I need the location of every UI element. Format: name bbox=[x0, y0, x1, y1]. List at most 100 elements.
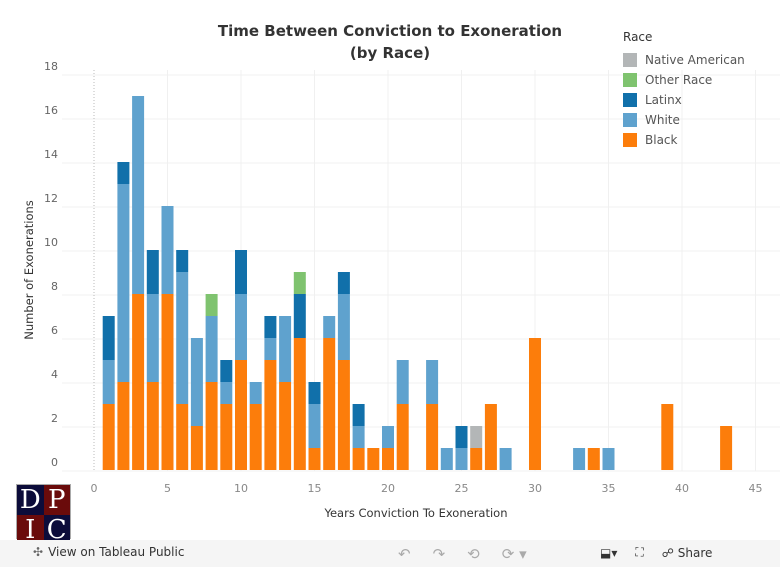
legend-swatch bbox=[623, 133, 637, 147]
legend-swatch bbox=[623, 53, 637, 67]
bar-segment-other-race bbox=[205, 294, 218, 316]
logo-d: D bbox=[17, 485, 44, 515]
bar-segment-white bbox=[235, 294, 247, 360]
legend-title: Race bbox=[623, 30, 653, 44]
view-on-tableau-button[interactable]: ✣ View on Tableau Public bbox=[33, 545, 184, 559]
refresh-icon[interactable]: ⟳ ▾ bbox=[501, 545, 527, 563]
legend-swatch bbox=[623, 73, 637, 87]
legend-swatch bbox=[623, 113, 637, 127]
bar-segment-white bbox=[396, 360, 409, 404]
legend-item[interactable]: Latinx bbox=[623, 90, 745, 110]
chart-title: Time Between Conviction to Exoneration (… bbox=[190, 20, 590, 64]
bar-segment-black bbox=[220, 404, 233, 470]
x-tick-label: 20 bbox=[381, 482, 395, 495]
bar-segment-white bbox=[117, 184, 130, 382]
bar-segment-black bbox=[146, 382, 159, 470]
y-tick-label: 2 bbox=[51, 412, 58, 425]
bar-segment-black bbox=[529, 338, 541, 470]
revert-icon[interactable]: ⟲ bbox=[467, 545, 480, 563]
bar-segment-black bbox=[176, 404, 189, 470]
legend-swatch bbox=[623, 93, 637, 107]
y-tick-label: 6 bbox=[51, 324, 58, 337]
x-tick-label: 35 bbox=[602, 482, 616, 495]
bar-segment-latinx bbox=[455, 426, 468, 448]
chart-plot: 0 2 4 6 8 10 12 14 16 18 0 5 10 15 20 25 30 35 40 45 Years C… bbox=[22, 60, 780, 520]
bar-segment-black bbox=[426, 404, 439, 470]
bar-segment-white bbox=[352, 426, 365, 448]
bar-segment-other-race bbox=[293, 272, 306, 294]
bar-segment-white bbox=[602, 448, 615, 470]
fullscreen-icon[interactable]: ⛶ bbox=[635, 545, 644, 559]
bar-segment-black bbox=[205, 382, 218, 470]
bar-segment-black bbox=[470, 448, 483, 470]
legend-item[interactable]: Black bbox=[623, 130, 745, 150]
y-tick-label: 4 bbox=[51, 368, 58, 381]
legend: Race Native American Other Race Latinx Whit… bbox=[623, 30, 745, 150]
legend-label: Black bbox=[645, 133, 678, 147]
bar-segment-latinx bbox=[220, 360, 233, 382]
x-tick-label: 45 bbox=[749, 482, 763, 495]
bar-segment-black bbox=[161, 294, 174, 470]
y-tick-label: 10 bbox=[44, 236, 58, 249]
bar-segment-white bbox=[190, 338, 203, 426]
bar-segment-white bbox=[146, 294, 159, 382]
bar-segment-black bbox=[587, 448, 600, 470]
x-tick-label: 10 bbox=[234, 482, 248, 495]
bar-segment-black bbox=[337, 360, 350, 470]
x-axis-label: Years Conviction To Exoneration bbox=[323, 506, 507, 520]
bar-segment-latinx bbox=[235, 250, 247, 294]
bar-segment-white bbox=[337, 294, 350, 360]
subtitle-line: (by Race) bbox=[349, 44, 431, 62]
legend-item[interactable]: Other Race bbox=[623, 70, 745, 90]
bar-segment-black bbox=[720, 426, 733, 470]
legend-label: Native American bbox=[645, 53, 745, 67]
bar-segment-black bbox=[102, 404, 115, 470]
bar-segment-latinx bbox=[293, 294, 306, 338]
bar-segment-white bbox=[161, 206, 174, 294]
bar-segment-black bbox=[352, 448, 365, 470]
bar-segment-white bbox=[573, 448, 586, 470]
bar-segment-latinx bbox=[352, 404, 365, 426]
bar-segment-black bbox=[279, 382, 292, 470]
bar-segment-white bbox=[249, 382, 262, 404]
y-tick-label: 8 bbox=[51, 280, 58, 293]
bar-segment-black bbox=[323, 338, 336, 470]
bar-segment-white bbox=[176, 272, 189, 404]
x-tick-label: 0 bbox=[91, 482, 98, 495]
share-button[interactable]: ☍ Share bbox=[662, 546, 713, 560]
y-tick-label: 12 bbox=[44, 192, 58, 205]
bar-segment-black bbox=[661, 404, 674, 470]
bar-segment-black bbox=[382, 448, 394, 470]
bar-segment-native-american bbox=[470, 426, 483, 448]
logo-p: P bbox=[43, 485, 70, 515]
bar-segment-latinx bbox=[176, 250, 189, 272]
tableau-toolbar: ✣ View on Tableau Public ↶ ↷ ⟲ ⟳ ▾ ⬓▾ ⛶ … bbox=[0, 540, 780, 567]
undo-icon[interactable]: ↶ bbox=[398, 545, 411, 563]
download-icon[interactable]: ⬓▾ bbox=[600, 545, 618, 560]
legend-label: Other Race bbox=[645, 73, 713, 87]
bar-segment-white bbox=[323, 316, 336, 338]
legend-item[interactable]: Native American bbox=[623, 50, 745, 70]
x-tick-label: 40 bbox=[675, 482, 689, 495]
bar-segment-latinx bbox=[117, 162, 130, 184]
bar-segment-latinx bbox=[146, 250, 159, 294]
bar-segment-latinx bbox=[308, 382, 321, 404]
bar-segment-white bbox=[264, 338, 277, 360]
x-tick-label: 5 bbox=[164, 482, 171, 495]
legend-item[interactable]: White bbox=[623, 110, 745, 130]
share-label: Share bbox=[677, 545, 713, 560]
bar-segment-white bbox=[499, 448, 512, 470]
y-tick-label: 0 bbox=[51, 456, 58, 469]
y-tick-label: 14 bbox=[44, 148, 58, 161]
bar-segment-latinx bbox=[102, 316, 115, 360]
bar-segment-black bbox=[264, 360, 277, 470]
bar-segment-black bbox=[249, 404, 262, 470]
bar-segment-black bbox=[308, 448, 321, 470]
bar-segment-black bbox=[235, 360, 247, 470]
bar-segment-white bbox=[132, 96, 145, 294]
bar-segment-white bbox=[220, 382, 233, 404]
x-tick-label: 25 bbox=[455, 482, 469, 495]
redo-icon[interactable]: ↷ bbox=[432, 545, 446, 563]
bar-segment-latinx bbox=[264, 316, 277, 338]
legend-label: White bbox=[645, 113, 680, 127]
